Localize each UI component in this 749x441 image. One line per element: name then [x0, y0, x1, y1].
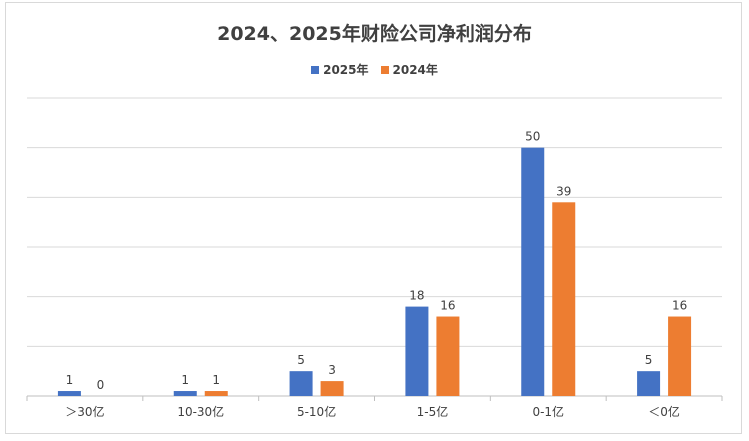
data-label-series-1-4: 18 — [409, 289, 424, 303]
data-label-series-1-2: 1 — [181, 373, 189, 387]
data-label-series-1-1: 1 — [66, 373, 74, 387]
x-tick-label-4: 1-5亿 — [417, 404, 449, 419]
bar-series-2-3 — [320, 381, 344, 396]
bar-series-2-6 — [668, 316, 692, 396]
bar-series-2-5 — [552, 202, 576, 396]
bar-series-1-4 — [405, 306, 429, 396]
bar-series-2-2 — [204, 391, 228, 396]
data-label-series-1-5: 50 — [525, 130, 540, 144]
data-label-series-2-5: 39 — [556, 184, 571, 198]
x-tick-label-5: 0-1亿 — [532, 404, 564, 419]
chart-frame — [5, 2, 742, 434]
bar-series-1-2 — [173, 391, 197, 396]
legend-swatch-series-1 — [311, 65, 320, 74]
x-tick-label-6: ＜0亿 — [648, 404, 680, 419]
legend-item-series-1: 2025年 — [311, 61, 369, 78]
data-label-series-1-6: 5 — [645, 353, 653, 367]
data-label-series-2-4: 16 — [440, 299, 455, 313]
legend-label-series-2: 2024年 — [392, 63, 438, 77]
data-label-series-1-3: 5 — [297, 353, 305, 367]
data-label-series-2-2: 1 — [212, 373, 220, 387]
x-tick-label-2: 10-30亿 — [177, 404, 224, 419]
chart-title: 2024、2025年财险公司净利润分布 — [217, 23, 532, 45]
data-label-series-2-3: 3 — [328, 363, 336, 377]
chart-legend: 2025年 2024年 — [0, 61, 749, 78]
data-label-series-2-1: 0 — [97, 378, 105, 392]
bar-series-2-4 — [436, 316, 460, 396]
bar-series-1-1 — [57, 391, 81, 396]
x-tick-label-1: ＞30亿 — [65, 404, 104, 419]
bar-series-1-3 — [289, 371, 313, 396]
legend-label-series-1: 2025年 — [323, 63, 369, 77]
bar-series-1-6 — [637, 371, 661, 396]
legend-item-series-2: 2024年 — [380, 61, 438, 78]
legend-swatch-series-2 — [380, 65, 389, 74]
data-label-series-2-6: 16 — [672, 299, 687, 313]
bar-series-1-5 — [521, 147, 545, 396]
x-tick-label-3: 5-10亿 — [297, 404, 336, 419]
